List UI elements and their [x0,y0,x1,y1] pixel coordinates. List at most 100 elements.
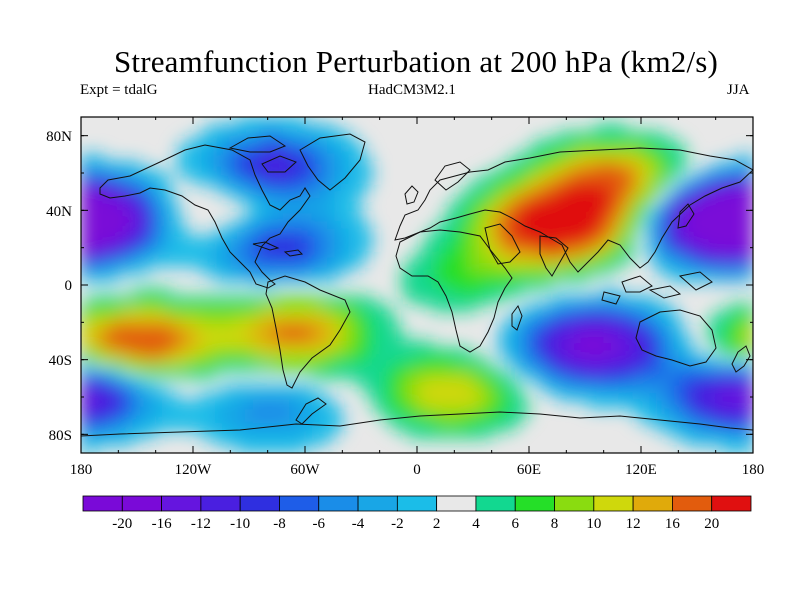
field-cell [625,340,635,349]
field-cell [252,117,261,125]
colorbar-box [239,495,280,512]
field-cell [618,310,627,320]
field-cell [177,235,187,245]
field-cell [655,400,664,409]
field-cell [81,221,89,230]
colorbar-label: 16 [665,516,681,532]
field-cell [722,362,732,372]
field-cell [513,325,523,335]
field-cell [700,400,709,409]
colorbar-box [514,495,555,512]
field-cell [633,407,642,417]
field-cell [334,206,343,215]
field-cell [229,235,239,245]
field-cell [647,347,657,357]
field-cell [468,273,478,282]
field-cell [162,370,172,379]
field-cell [311,400,321,409]
field-cell [326,340,336,349]
field-cell [677,362,687,372]
field-cell [162,183,172,193]
field-cell [521,370,530,379]
field-cell [140,228,149,237]
field-cell [506,347,515,357]
field-cell [745,392,753,402]
field-cell [722,183,732,193]
field-cell [81,437,89,447]
field-cell [565,243,575,252]
field-cell [715,198,724,208]
field-cell [304,385,313,394]
field-cell [102,235,112,245]
field-cell [319,146,328,155]
field-cell [640,362,649,372]
field-cell [677,243,687,252]
field-cell [229,355,239,364]
field-cell [102,370,112,379]
field-cell [618,146,627,155]
field-cell [737,318,747,327]
field-cell [364,243,373,252]
field-cell [685,191,694,200]
field-cell [267,340,276,349]
field-cell [304,243,313,252]
field-cell [311,138,321,148]
field-cell [461,250,470,260]
field-cell [282,295,291,305]
field-cell [498,191,508,200]
field-cell [550,273,560,282]
field-cell [110,221,119,230]
field-cell [140,243,149,252]
field-cell [431,347,440,357]
field-cell [319,303,328,312]
field-cell [625,228,635,237]
field-cell [162,325,172,335]
field-cell [655,221,664,230]
field-cell [364,168,373,178]
field-cell [662,377,672,387]
field-cell [282,235,291,245]
field-cell [595,265,605,275]
field-cell [162,303,172,312]
field-cell [326,258,336,267]
field-cell [170,392,179,402]
field-cell [670,430,679,439]
field-cell [162,191,172,200]
field-cell [289,123,299,133]
field-cell [730,265,739,275]
field-cell [102,265,112,275]
field-cell [640,347,649,357]
field-cell [274,146,284,155]
field-cell [737,206,747,215]
field-cell [379,347,388,357]
field-cell [580,153,590,163]
field-cell [207,235,216,245]
field-cell [95,206,104,215]
field-cell [722,422,732,432]
field-cell [282,422,291,432]
colorbar-label: 6 [511,516,519,532]
field-cell [311,161,321,170]
field-cell [625,146,635,155]
field-cell [379,400,388,409]
field-cell [267,161,276,170]
field-cell [595,235,605,245]
field-cell [364,370,373,379]
field-cell [603,258,612,267]
field-cell [102,400,112,409]
field-cell [199,168,209,178]
field-cell [117,265,127,275]
field-cell [730,430,739,439]
field-cell [214,303,224,312]
field-cell [513,310,523,320]
field-cell [244,243,254,252]
field-cell [595,340,605,349]
field-cell [528,340,537,349]
field-cell [580,340,590,349]
field-cell [722,392,732,402]
field-cell [468,213,478,223]
field-cell [222,392,231,402]
field-cell [745,198,753,208]
field-cell [207,168,216,178]
field-cell [662,235,672,245]
